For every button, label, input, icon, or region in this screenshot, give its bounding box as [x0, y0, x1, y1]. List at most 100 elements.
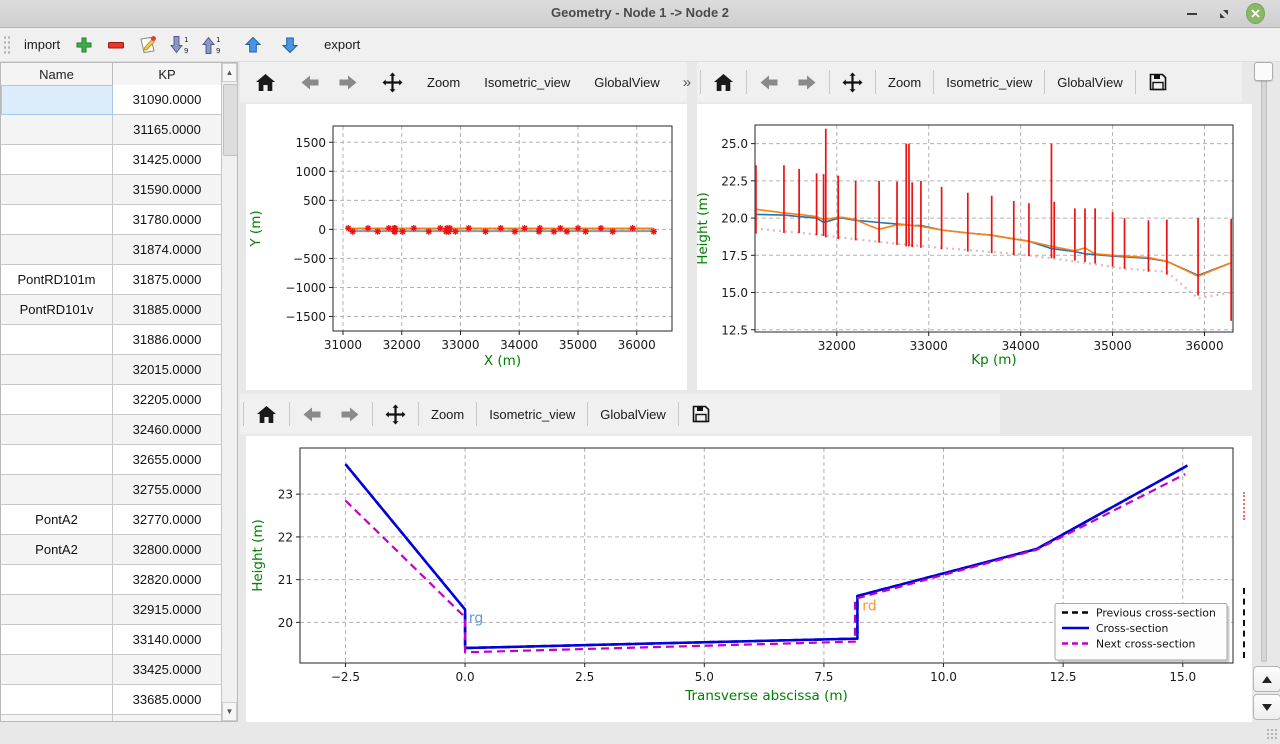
kp-cell[interactable]: 31090.0000 [113, 85, 222, 115]
table-row[interactable]: 32015.0000 [1, 355, 222, 385]
vertical-slider-track[interactable] [1261, 70, 1267, 662]
isometric-view-button[interactable]: Isometric_view [480, 402, 584, 427]
name-cell[interactable] [1, 85, 113, 115]
forward-button[interactable] [788, 69, 826, 96]
table-row[interactable]: 33140.0000 [1, 625, 222, 655]
forward-button[interactable] [329, 69, 367, 96]
kp-cell[interactable]: 32460.0000 [113, 415, 222, 445]
vertical-slider-handle[interactable] [1254, 62, 1273, 81]
table-scrollbar[interactable]: ▲ ▼ [221, 63, 238, 721]
pan-button[interactable] [373, 67, 412, 98]
name-cell[interactable] [1, 565, 113, 595]
table-row[interactable]: 31165.0000 [1, 115, 222, 145]
table-row[interactable]: 32755.0000 [1, 475, 222, 505]
zoom-button[interactable]: Zoom [418, 70, 469, 95]
titlebar[interactable]: Geometry - Node 1 -> Node 2 [0, 0, 1280, 28]
scroll-thumb[interactable] [223, 84, 238, 156]
table-row[interactable]: 31780.0000 [1, 205, 222, 235]
kp-cell[interactable]: 31874.0000 [113, 235, 222, 265]
profile-view-canvas[interactable]: 32000 33000 34000 35000 36000 12.5 15.0 17.5 20.… [695, 104, 1252, 390]
kp-cell[interactable]: 32655.0000 [113, 445, 222, 475]
table-row[interactable]: PontA2 32770.0000 [1, 505, 222, 535]
kp-cell[interactable]: 32915.0000 [113, 595, 222, 625]
table-row[interactable]: 32460.0000 [1, 415, 222, 445]
save-button[interactable] [682, 399, 720, 429]
kp-cell[interactable] [113, 715, 222, 721]
sort-ascending-button[interactable]: 1 9 [201, 35, 223, 55]
table-row[interactable]: PontRD101m 31875.0000 [1, 265, 222, 295]
remove-row-button[interactable] [105, 35, 127, 55]
import-button[interactable]: import [16, 33, 68, 56]
kp-cell[interactable]: 31780.0000 [113, 205, 222, 235]
name-cell[interactable] [1, 175, 113, 205]
spin-down-button[interactable] [1253, 694, 1280, 720]
table-row[interactable]: 31590.0000 [1, 175, 222, 205]
global-view-button[interactable]: GlobalView [585, 70, 669, 95]
name-cell[interactable] [1, 475, 113, 505]
home-button[interactable] [246, 68, 285, 97]
edit-button[interactable] [137, 35, 159, 55]
name-cell[interactable] [1, 325, 113, 355]
global-view-button[interactable]: GlobalView [591, 402, 675, 427]
table-row[interactable]: 32915.0000 [1, 595, 222, 625]
table-row[interactable]: 33685.0000 [1, 685, 222, 715]
back-button[interactable] [291, 69, 329, 96]
home-button[interactable] [704, 68, 743, 97]
kp-cell[interactable]: 32820.0000 [113, 565, 222, 595]
table-row[interactable]: 31090.0000 [1, 85, 222, 115]
kp-cell[interactable]: 32800.0000 [113, 535, 222, 565]
sort-descending-button[interactable]: 1 9 [169, 35, 191, 55]
add-row-button[interactable] [73, 35, 95, 55]
table-row[interactable]: PontRD101v 31885.0000 [1, 295, 222, 325]
name-cell[interactable] [1, 595, 113, 625]
home-button[interactable] [247, 400, 286, 429]
kp-cell[interactable]: 31875.0000 [113, 265, 222, 295]
kp-cell[interactable]: 31165.0000 [113, 115, 222, 145]
plan-view-canvas[interactable]: 31000 32000 33000 34000 35000 36000 −1500 −1000… [246, 104, 687, 390]
scroll-up-button[interactable]: ▲ [222, 63, 237, 82]
name-cell[interactable] [1, 445, 113, 475]
name-cell[interactable] [1, 205, 113, 235]
move-down-button[interactable] [279, 35, 301, 55]
name-cell[interactable] [1, 625, 113, 655]
save-button[interactable] [1139, 67, 1177, 97]
kp-cell[interactable]: 32015.0000 [113, 355, 222, 385]
minimize-button[interactable] [1182, 4, 1201, 23]
table-row[interactable]: 32655.0000 [1, 445, 222, 475]
name-cell[interactable] [1, 415, 113, 445]
name-cell[interactable] [1, 355, 113, 385]
spin-up-button[interactable] [1253, 666, 1280, 692]
name-cell[interactable] [1, 235, 113, 265]
kp-cell[interactable]: 31425.0000 [113, 145, 222, 175]
pan-button[interactable] [833, 67, 872, 98]
kp-cell[interactable]: 33140.0000 [113, 625, 222, 655]
kp-cell[interactable]: 33425.0000 [113, 655, 222, 685]
table-row[interactable]: 31425.0000 [1, 145, 222, 175]
table-row[interactable]: 33425.0000 [1, 655, 222, 685]
name-cell[interactable]: PontRD101m [1, 265, 113, 295]
isometric-view-button[interactable]: Isometric_view [937, 70, 1041, 95]
kp-cell[interactable]: 32770.0000 [113, 505, 222, 535]
close-button[interactable] [1246, 3, 1265, 24]
isometric-view-button[interactable]: Isometric_view [475, 70, 579, 95]
kp-cell[interactable]: 32205.0000 [113, 385, 222, 415]
restore-button[interactable] [1214, 4, 1233, 23]
kp-cell[interactable]: 31885.0000 [113, 295, 222, 325]
kp-cell[interactable]: 33685.0000 [113, 685, 222, 715]
zoom-button[interactable]: Zoom [879, 70, 930, 95]
table-row[interactable]: 32205.0000 [1, 385, 222, 415]
table-row[interactable]: 32820.0000 [1, 565, 222, 595]
name-cell[interactable] [1, 715, 113, 721]
name-cell[interactable] [1, 115, 113, 145]
back-button[interactable] [750, 69, 788, 96]
table-row[interactable]: PontA2 32800.0000 [1, 535, 222, 565]
name-cell[interactable]: PontA2 [1, 505, 113, 535]
table-row[interactable] [1, 715, 222, 721]
name-cell[interactable] [1, 685, 113, 715]
name-cell[interactable]: PontA2 [1, 535, 113, 565]
toolbar-overflow-button[interactable]: » [682, 73, 692, 91]
name-cell[interactable]: PontRD101v [1, 295, 113, 325]
window-resize-grip[interactable] [1266, 728, 1278, 740]
column-header-kp[interactable]: KP [113, 63, 222, 85]
global-view-button[interactable]: GlobalView [1048, 70, 1132, 95]
